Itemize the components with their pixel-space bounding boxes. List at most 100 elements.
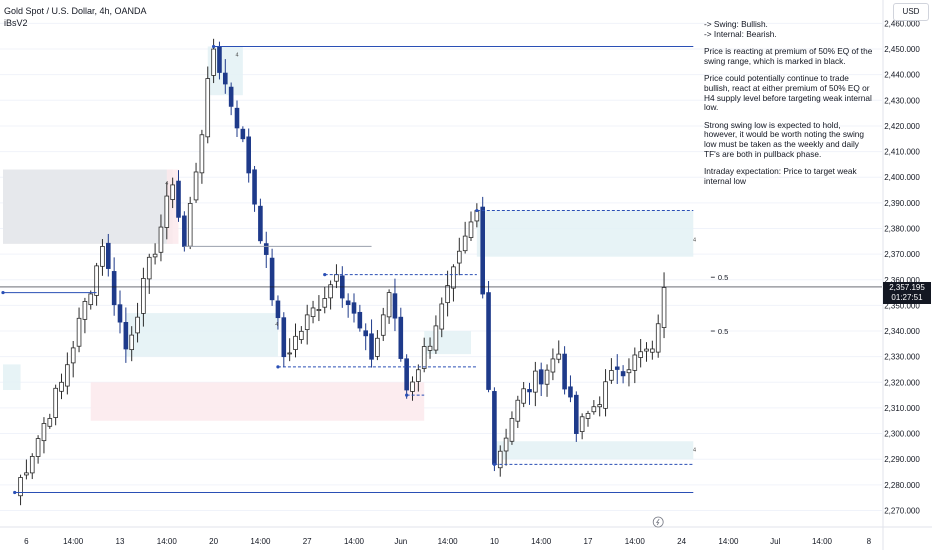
candle-body: [392, 293, 398, 319]
chart-header: Gold Spot / U.S. Dollar, 4h, OANDA iBsV2: [4, 5, 147, 29]
zone-demand: [476, 210, 694, 257]
candle-body: [386, 292, 392, 318]
candle-body: [281, 317, 287, 358]
eq-label: 0.5: [718, 327, 728, 336]
candle-body: [468, 221, 474, 238]
zone-marker-label: 4: [693, 448, 696, 454]
price-tick-label: 2,430.000: [884, 96, 920, 105]
candle-body: [53, 387, 58, 418]
price-tick-label: 2,270.000: [884, 506, 920, 515]
zone-marker-label: 4: [165, 181, 168, 187]
time-axis[interactable]: 6 14:00 13 14:00 20 14:00 27 14:00 Jun 14:00 10 14:…: [0, 516, 932, 546]
candle-body: [626, 369, 632, 374]
candle-body: [217, 46, 222, 73]
candle-body: [480, 206, 485, 295]
time-tick-label: 14:00: [344, 537, 365, 546]
chart-labels: 0.5 0.5 4 4 4 4 4: [165, 53, 728, 454]
candle-body: [252, 169, 257, 205]
candle-body: [82, 301, 88, 320]
candle-body: [597, 404, 602, 408]
candle-body: [416, 369, 421, 382]
candle-body: [620, 371, 626, 377]
candles: [18, 38, 667, 506]
time-tick-label: Jun: [394, 537, 407, 546]
candle-body: [497, 450, 503, 469]
candle-body: [533, 370, 538, 393]
candle-body: [240, 128, 246, 140]
candle-body: [609, 370, 614, 381]
swing-point-marker: [323, 273, 327, 277]
time-tick-label: 17: [584, 537, 593, 546]
candle-body: [199, 134, 205, 174]
swing-point-marker: [475, 208, 479, 213]
candle-body: [380, 314, 386, 336]
time-tick-label: 14:00: [718, 537, 739, 546]
price-axis[interactable]: 2,270.000 2,280.000 2,290.000 2,300.000 2,31…: [882, 0, 920, 550]
candle-body: [293, 335, 298, 350]
symbol-title[interactable]: Gold Spot / U.S. Dollar, 4h, OANDA: [4, 6, 147, 16]
candle-body: [427, 345, 433, 351]
event-flash-glyph: [655, 518, 660, 526]
price-tick-label: 2,400.000: [884, 173, 920, 182]
price-tick-label: 2,320.000: [884, 378, 920, 387]
note-intraday: Intraday expectation: Price to target we…: [704, 166, 857, 186]
time-tick-label: 14:00: [63, 537, 84, 546]
candle-body: [111, 271, 117, 306]
candle-body: [322, 298, 328, 308]
candle-body: [59, 381, 64, 392]
candle-body: [287, 352, 292, 355]
candle-body: [176, 180, 181, 218]
candle-body: [24, 472, 29, 476]
note-continuation: Price could potentially continue to trad…: [704, 73, 872, 113]
candle-body: [222, 72, 228, 85]
candle-body: [369, 333, 374, 360]
candle-body: [234, 107, 240, 129]
candle-body: [170, 184, 175, 200]
candle-body: [65, 364, 70, 387]
note-swing-low: Strong swing low is expected to hold, ho…: [704, 119, 865, 159]
candle-body: [129, 334, 135, 351]
price-tick-label: 2,460.000: [884, 19, 920, 28]
note-structure: -> Swing: Bullish. -> Internal: Bearish.: [704, 19, 777, 39]
candle-body: [568, 386, 573, 398]
candle-body: [152, 253, 158, 258]
candle-body: [544, 369, 550, 385]
price-tick-label: 2,300.000: [884, 430, 920, 439]
zone-demand: [3, 364, 21, 390]
candle-body: [141, 278, 146, 314]
candle-body: [357, 311, 363, 329]
currency-button[interactable]: USD: [893, 3, 929, 21]
eq-label: 0.5: [718, 273, 728, 282]
candle-body: [299, 330, 304, 340]
zones: [3, 46, 694, 460]
candle-body: [263, 243, 269, 255]
price-tick-label: 2,350.000: [884, 301, 920, 310]
structure-lines: [0, 44, 882, 495]
price-tick-label: 2,290.000: [884, 455, 920, 464]
candle-body: [527, 389, 532, 393]
candle-body: [164, 195, 170, 228]
candle-body: [632, 354, 638, 371]
candle-body: [456, 250, 462, 264]
candle-body: [644, 348, 649, 352]
indicator-name[interactable]: iBsV2: [4, 18, 28, 28]
candle-body: [18, 477, 23, 497]
candle-body: [486, 292, 491, 390]
candle-body: [246, 136, 252, 174]
candle-body: [398, 316, 404, 359]
price-tick-label: 2,280.000: [884, 481, 920, 490]
candle-body: [492, 391, 497, 465]
candle-body: [123, 322, 129, 350]
candle-body: [650, 348, 655, 353]
price-tick-label: 2,330.000: [884, 353, 920, 362]
current-price-tag: 2,357.195 01:27:51: [883, 282, 931, 304]
candle-body: [328, 284, 333, 299]
time-tick-label: 14:00: [531, 537, 552, 546]
zone-marker-label: 4: [275, 322, 278, 328]
candle-body: [345, 300, 351, 306]
zone-marker-label: 4: [693, 237, 696, 243]
candle-body: [94, 265, 99, 296]
candle-body: [410, 381, 415, 392]
candle-body: [655, 323, 661, 353]
